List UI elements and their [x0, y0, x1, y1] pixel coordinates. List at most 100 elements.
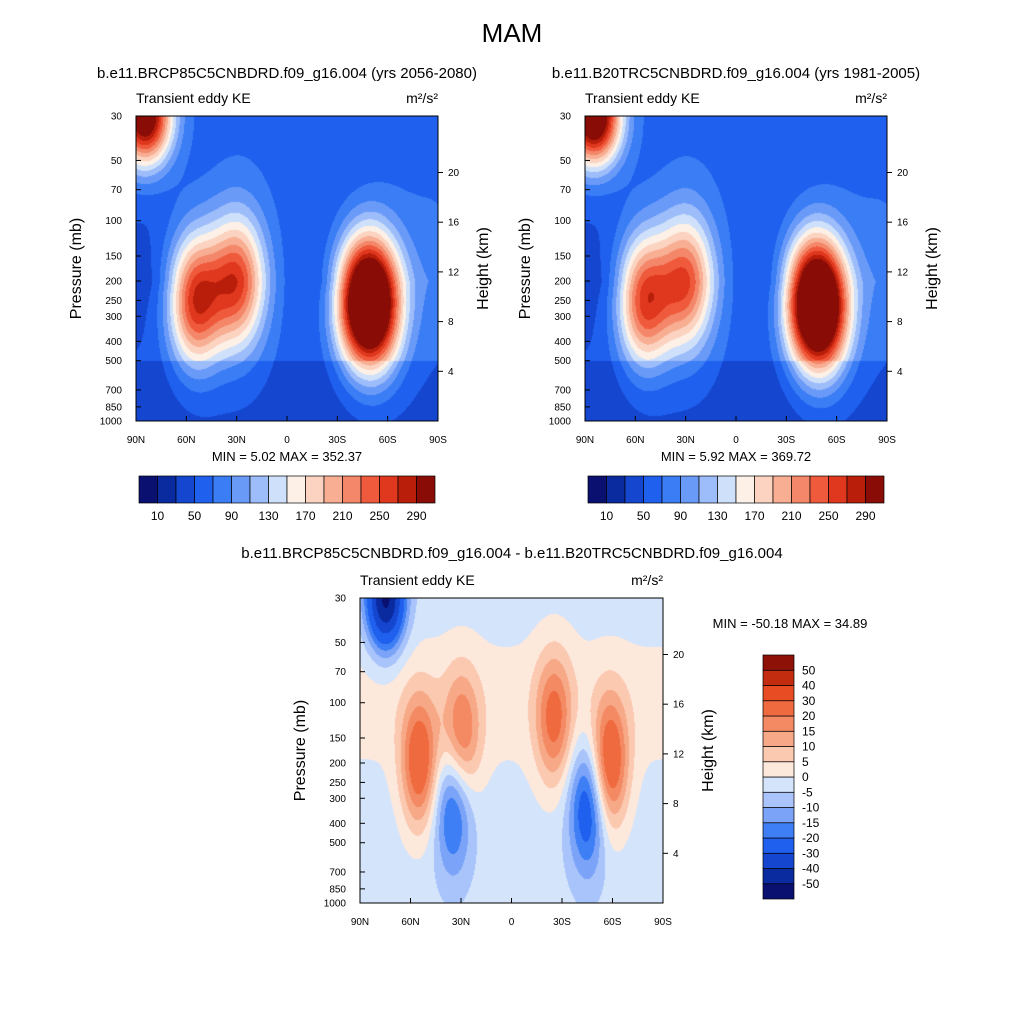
pressure-tick-label: 70: [111, 185, 123, 196]
colorbar-swatch: [661, 475, 681, 504]
colorbar-label: 10: [802, 740, 816, 754]
colorbar-swatch: [360, 475, 380, 504]
colorbar-swatch: [762, 837, 795, 854]
colorbar-label: 0: [802, 770, 809, 784]
colorbar-label: 170: [744, 509, 764, 523]
panel-title: b.e11.B20TRC5CNBDRD.f09_g16.004 (yrs 198…: [552, 65, 920, 82]
colorbar-label: 15: [802, 724, 816, 738]
colorbar-label: 130: [258, 509, 278, 523]
heatmap-canvas: [136, 116, 438, 421]
colorbar-swatch: [249, 475, 269, 504]
colorbar-swatch: [643, 475, 663, 504]
height-tick-label: 16: [897, 218, 909, 229]
pressure-tick-label: 700: [554, 385, 571, 396]
colorbar-label: 50: [188, 509, 202, 523]
colorbar-label: 90: [674, 509, 688, 523]
latitude-tick-label: 60S: [604, 917, 622, 928]
colorbar-label: 170: [295, 509, 315, 523]
latitude-tick-label: 60N: [177, 435, 195, 446]
colorbar-swatch: [342, 475, 362, 504]
dynamic-layer: 3050701001502002503004005007008501000481…: [68, 112, 941, 929]
pressure-tick-label: 400: [105, 337, 122, 348]
colorbar-swatch: [286, 475, 306, 504]
colorbar-swatch: [624, 475, 644, 504]
colorbar-swatch: [268, 475, 288, 504]
colorbar-swatch: [762, 776, 795, 793]
colorbar-label: -5: [802, 785, 813, 799]
colorbar-swatch: [587, 475, 607, 504]
colorbar-label: 50: [802, 663, 816, 677]
pressure-tick-label: 50: [111, 156, 123, 167]
pressure-tick-label: 70: [560, 185, 572, 196]
colorbar-label: 130: [707, 509, 727, 523]
colorbar-swatch: [762, 669, 795, 686]
colorbar-swatch: [772, 475, 792, 504]
pressure-tick-label: 50: [560, 156, 572, 167]
height-tick-label: 8: [448, 317, 454, 328]
pressure-tick-label: 200: [554, 277, 571, 288]
colorbar-swatch: [138, 475, 158, 504]
colorbar-swatch: [212, 475, 232, 504]
pressure-tick-label: 100: [105, 216, 122, 227]
pressure-tick-label: 500: [329, 838, 346, 849]
height-tick-label: 12: [897, 267, 909, 278]
pressure-tick-label: 200: [329, 759, 346, 770]
height-tick-label: 16: [448, 218, 460, 229]
colorbar-swatch: [762, 685, 795, 702]
y2-axis-label: Height (km): [475, 227, 492, 310]
colorbar-label: 290: [855, 509, 875, 523]
colorbar-label: -10: [802, 801, 820, 815]
panel-stats: MIN = 5.02 MAX = 352.37: [212, 449, 362, 464]
height-tick-label: 20: [448, 168, 460, 179]
heatmap-field: [585, 116, 887, 421]
pressure-tick-label: 1000: [100, 417, 123, 428]
colorbar-swatch: [323, 475, 343, 504]
latitude-tick-label: 90N: [576, 435, 594, 446]
panel-variable-label: Transient eddy KE: [360, 572, 475, 588]
colorbar-swatch: [735, 475, 755, 504]
y2-axis-label: Height (km): [924, 227, 941, 310]
colorbar-swatch: [762, 807, 795, 824]
colorbar-swatch: [762, 761, 795, 778]
pressure-tick-label: 850: [105, 402, 122, 413]
pressure-tick-label: 300: [105, 312, 122, 323]
colorbar-swatch: [762, 883, 795, 900]
height-tick-label: 4: [897, 367, 903, 378]
colorbar-swatch: [791, 475, 811, 504]
latitude-tick-label: 60S: [828, 435, 846, 446]
colorbar-swatch: [231, 475, 251, 504]
pressure-tick-label: 250: [329, 778, 346, 789]
colorbar-swatch: [416, 475, 436, 504]
colorbar-label: 250: [369, 509, 389, 523]
colorbar-swatch: [762, 700, 795, 717]
panel-historical: b.e11.B20TRC5CNBDRD.f09_g16.004 (yrs 198…: [552, 65, 920, 464]
pressure-tick-label: 150: [105, 251, 122, 262]
latitude-tick-label: 30S: [777, 435, 795, 446]
pressure-tick-label: 200: [105, 277, 122, 288]
height-tick-label: 8: [673, 799, 679, 810]
panel-title: b.e11.BRCP85C5CNBDRD.f09_g16.004 (yrs 20…: [97, 65, 477, 82]
colorbar-swatch: [157, 475, 177, 504]
pressure-tick-label: 100: [329, 698, 346, 709]
y-axis-label: Pressure (mb): [292, 700, 309, 801]
pressure-tick-label: 850: [329, 884, 346, 895]
colorbar-swatch: [762, 791, 795, 808]
colorbar-label: 250: [818, 509, 838, 523]
latitude-tick-label: 90S: [654, 917, 672, 928]
colorbar-label: -15: [802, 816, 820, 830]
latitude-tick-label: 0: [284, 435, 290, 446]
colorbar-label: 90: [225, 509, 239, 523]
colorbar-label: 210: [332, 509, 352, 523]
heatmap-canvas: [585, 116, 887, 421]
latitude-tick-label: 60N: [401, 917, 419, 928]
colorbar-swatch: [762, 730, 795, 747]
colorbar-label: 5: [802, 755, 809, 769]
colorbar-swatch: [762, 654, 795, 671]
colorbar-swatch: [865, 475, 885, 504]
colorbar-label: 40: [802, 679, 816, 693]
panel-units-label: m²/s²: [855, 90, 887, 106]
y-axis-label: Pressure (mb): [68, 218, 85, 319]
pressure-tick-label: 500: [105, 356, 122, 367]
colorbar-label: 50: [637, 509, 651, 523]
pressure-tick-label: 30: [560, 112, 572, 123]
